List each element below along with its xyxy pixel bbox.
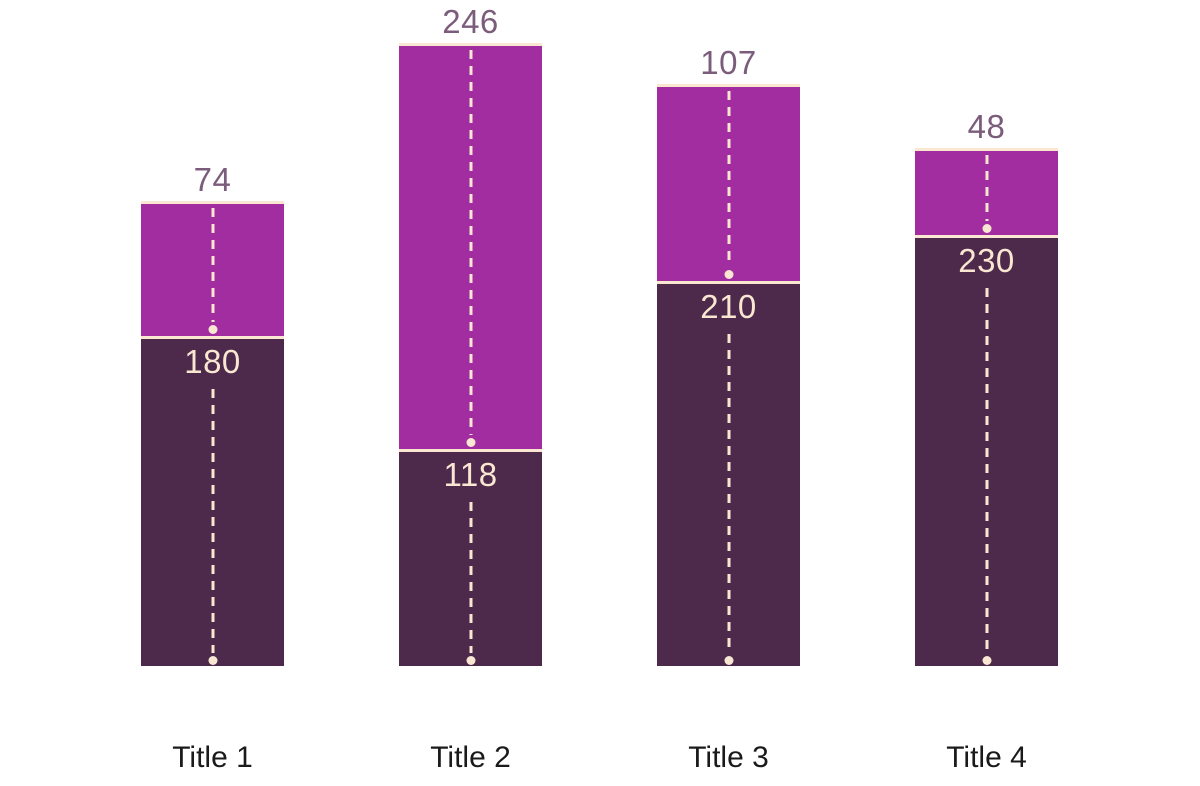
line-end-dot [724,656,733,665]
segment-value-label: 230 [958,242,1015,279]
segment-value-label: 118 [443,456,498,493]
segment-lower: 230 [915,235,1058,666]
line-end-dot [982,224,991,233]
bar-group: 107 210 [657,44,800,666]
dashed-center-line [469,50,472,435]
line-end-dot [724,270,733,279]
segment-upper [141,201,284,336]
dashed-center-line [985,155,988,221]
dashed-center-line [985,288,988,653]
line-end-dot [466,438,475,447]
dashed-center-line [727,334,730,653]
category-title: Title 1 [172,741,253,774]
segment-lower: 118 [399,449,542,666]
category-title: Title 2 [430,741,511,774]
line-end-dot [208,325,217,334]
line-end-dot [466,656,475,665]
bar-top-value-label: 74 [193,160,232,198]
line-end-dot [982,656,991,665]
segment-upper [399,43,542,449]
bar-top-value-label: 107 [700,43,757,81]
line-end-dot [208,656,217,665]
segment-value-label: 180 [184,343,241,380]
category-title: Title 4 [946,741,1027,774]
segment-upper [657,84,800,281]
bar-top-value-label: 246 [442,2,499,40]
segment-upper [915,148,1058,235]
bar-group: 74 180 [141,161,284,666]
dashed-center-line [727,91,730,267]
bar-top-value-label: 48 [967,107,1006,145]
bar-group: 246 118 [399,3,542,666]
dashed-center-line [211,208,214,322]
segment-lower: 180 [141,336,284,666]
bar-group: 48 230 [915,108,1058,666]
category-title: Title 3 [688,741,769,774]
segment-lower: 210 [657,281,800,666]
segment-value-label: 210 [700,288,757,325]
dashed-center-line [469,502,472,653]
dashed-center-line [211,389,214,653]
